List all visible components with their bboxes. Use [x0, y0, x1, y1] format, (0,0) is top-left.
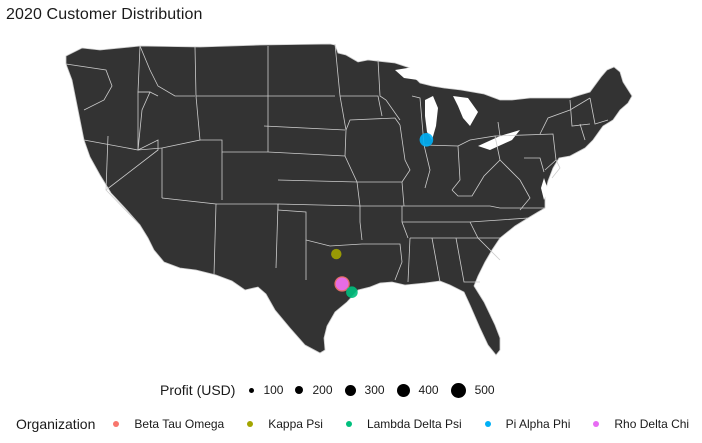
- color-label: Lambda Delta Psi: [366, 417, 462, 431]
- color-label: Kappa Psi: [268, 417, 323, 431]
- size-key-400: 400: [396, 383, 439, 397]
- size-dot: [344, 384, 356, 396]
- color-key-beta-tau-omega: Beta Tau Omega: [113, 417, 224, 431]
- lake-michigan: [425, 96, 438, 140]
- color-key-pi-alpha-phi: Pi Alpha Phi: [484, 417, 571, 431]
- color-key-kappa-psi: Kappa Psi: [247, 417, 323, 431]
- size-dot: [396, 383, 410, 397]
- color-label: Rho Delta Chi: [614, 417, 690, 431]
- size-key-500: 500: [450, 382, 495, 398]
- color-key-rho-delta-chi: Rho Delta Chi: [593, 417, 689, 431]
- size-label: 200: [312, 383, 333, 397]
- us-landmass: [65, 43, 633, 356]
- data-points: [331, 133, 434, 299]
- lake-superior: [395, 66, 462, 84]
- chesapeake-bay: [541, 178, 548, 200]
- color-dot: [484, 421, 491, 427]
- size-dot: [295, 386, 304, 394]
- size-dot: [450, 382, 466, 398]
- color-legend: Organization Beta Tau Omega Kappa Psi La…: [16, 416, 689, 432]
- color-dot: [113, 421, 120, 427]
- size-label: 400: [418, 383, 439, 397]
- size-legend-title: Profit (USD): [160, 382, 236, 398]
- color-label: Beta Tau Omega: [134, 417, 225, 431]
- size-dot: [249, 387, 255, 393]
- point-pi-alpha-phi: [419, 133, 434, 147]
- color-dot: [593, 421, 600, 427]
- state-borders: [65, 43, 609, 283]
- size-label: 100: [263, 383, 284, 397]
- point-kappa-psi: [331, 248, 342, 260]
- size-key-200: 200: [295, 383, 333, 397]
- size-legend: Profit (USD) 100 200 300 400 500: [160, 382, 507, 398]
- color-dot: [345, 421, 352, 427]
- size-label: 500: [474, 383, 495, 397]
- color-key-lambda-delta-psi: Lambda Delta Psi: [345, 417, 462, 431]
- size-key-100: 100: [249, 383, 283, 397]
- color-legend-title: Organization: [16, 416, 96, 432]
- color-label: Pi Alpha Phi: [505, 417, 571, 431]
- size-key-300: 300: [344, 383, 385, 397]
- chart-title: 2020 Customer Distribution: [6, 6, 203, 23]
- point-rho-delta-chi: [335, 277, 349, 291]
- point-lambda-delta-psi: [346, 286, 358, 299]
- color-dot: [247, 421, 254, 427]
- lake-huron: [453, 96, 478, 126]
- size-label: 300: [364, 383, 385, 397]
- contiguous-us-shape: [65, 43, 633, 356]
- lake-erie: [478, 130, 520, 150]
